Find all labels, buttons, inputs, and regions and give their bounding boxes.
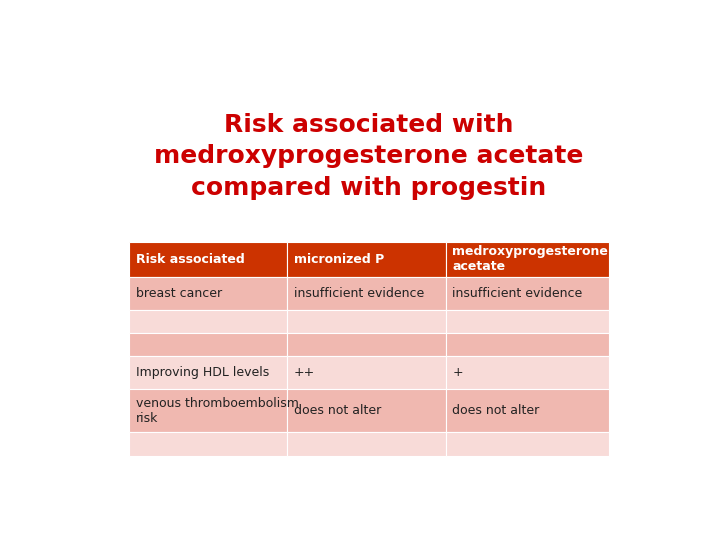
Bar — [129, 433, 287, 456]
Bar — [446, 277, 609, 310]
Bar — [129, 356, 287, 389]
Text: Improving HDL levels: Improving HDL levels — [136, 366, 269, 380]
Bar — [129, 310, 287, 333]
Text: breast cancer: breast cancer — [136, 287, 222, 300]
Bar — [446, 333, 609, 356]
Bar — [446, 356, 609, 389]
Text: +: + — [452, 366, 463, 380]
Text: medroxyprogesterone
acetate: medroxyprogesterone acetate — [452, 245, 608, 273]
Bar — [446, 389, 609, 433]
Bar — [129, 277, 287, 310]
Bar — [446, 433, 609, 456]
Text: insufficient evidence: insufficient evidence — [294, 287, 424, 300]
Bar — [287, 433, 446, 456]
Bar — [287, 310, 446, 333]
Bar — [129, 333, 287, 356]
Text: venous thromboembolism
risk: venous thromboembolism risk — [136, 397, 299, 425]
Text: does not alter: does not alter — [294, 404, 382, 417]
Bar — [129, 241, 287, 277]
Text: does not alter: does not alter — [452, 404, 540, 417]
Text: Risk associated: Risk associated — [136, 253, 245, 266]
Bar — [129, 389, 287, 433]
Bar — [446, 241, 609, 277]
Bar — [287, 356, 446, 389]
Bar — [446, 310, 609, 333]
FancyBboxPatch shape — [84, 60, 654, 485]
Text: Risk associated with
medroxyprogesterone acetate
compared with progestin: Risk associated with medroxyprogesterone… — [154, 113, 584, 200]
Text: micronized P: micronized P — [294, 253, 384, 266]
Bar — [287, 333, 446, 356]
Text: ++: ++ — [294, 366, 315, 380]
Bar — [287, 277, 446, 310]
Bar — [287, 241, 446, 277]
Bar — [287, 389, 446, 433]
Text: insufficient evidence: insufficient evidence — [452, 287, 582, 300]
